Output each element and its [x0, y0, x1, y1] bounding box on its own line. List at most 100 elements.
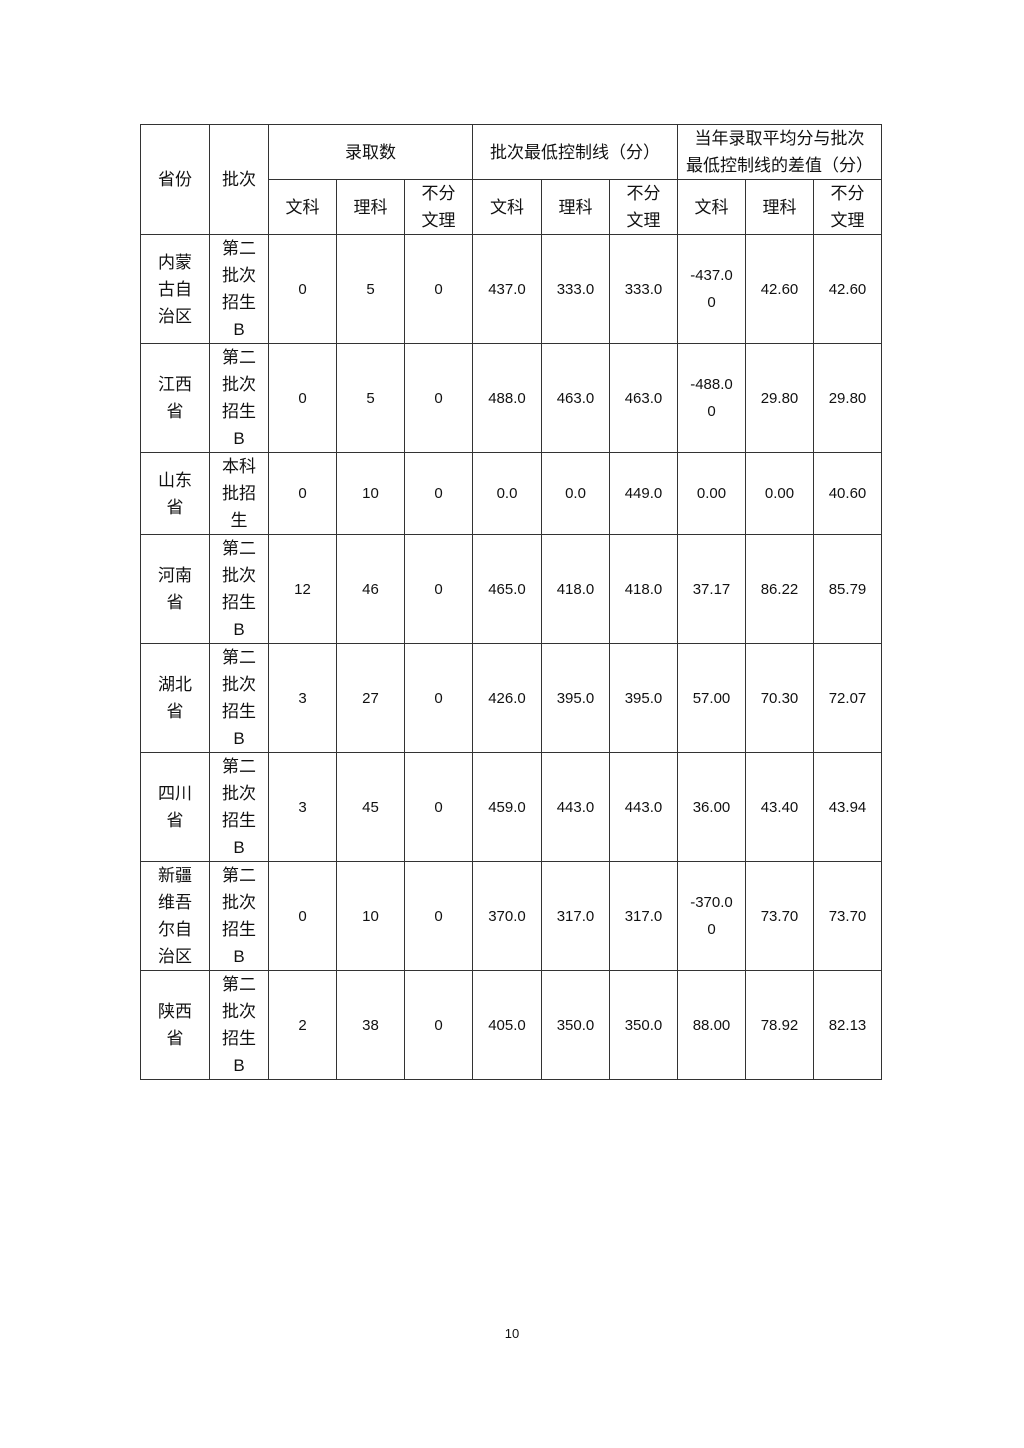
batch-text: 本科批招生: [222, 457, 256, 530]
value-cell: 0: [404, 752, 473, 862]
value-cell: 426.0: [472, 643, 542, 753]
subheader-cell: 文科: [268, 179, 337, 235]
value-cell: -488.00: [677, 343, 746, 453]
value-cell: 45: [336, 752, 405, 862]
subheader-label: 文科: [285, 197, 320, 217]
value-text: 0.00: [764, 485, 795, 502]
value-text: 78.92: [760, 1016, 799, 1034]
table-row: 新疆维吾尔自治区 第二批次招生B 0 10 0 370.0 317.0 317.0 -370.0…: [140, 861, 882, 971]
value-text: 5: [366, 280, 375, 298]
subheader-cell: 文科: [677, 179, 746, 235]
value-cell: 418.0: [609, 534, 678, 644]
value-cell: 73.70: [745, 861, 814, 971]
value-cell: 5: [336, 343, 405, 453]
value-cell: 418.0: [541, 534, 610, 644]
value-text: 0: [298, 280, 307, 298]
value-cell: 333.0: [541, 234, 610, 344]
province-text: 内蒙古自治区: [158, 252, 192, 326]
subheader-cell: 不分文理: [813, 179, 882, 235]
value-cell: 443.0: [541, 752, 610, 862]
value-cell: 395.0: [609, 643, 678, 753]
value-cell: 465.0: [472, 534, 542, 644]
batch-cell: 第二批次招生B: [209, 861, 269, 971]
value-text: 333.0: [556, 280, 595, 298]
province-cell: 河南省: [140, 534, 210, 644]
value-text: 0: [298, 485, 307, 502]
value-cell: 0: [404, 234, 473, 344]
value-cell: 42.60: [745, 234, 814, 344]
subheader-cell: 不分文理: [404, 179, 473, 235]
subheader-cell: 文科: [472, 179, 542, 235]
value-cell: 40.60: [813, 452, 882, 535]
value-text: 0: [298, 389, 307, 407]
value-text: 88.00: [692, 1016, 731, 1034]
value-cell: 0.0: [541, 452, 610, 535]
value-cell: 333.0: [609, 234, 678, 344]
batch-text: 第二批次招生B: [222, 757, 256, 857]
value-text: 0.0: [565, 485, 586, 502]
value-text: 10: [362, 907, 379, 925]
batch-cell: 本科批招生: [209, 452, 269, 535]
batch-cell: 第二批次招生B: [209, 752, 269, 862]
province-text: 河南省: [158, 566, 192, 612]
province-cell: 湖北省: [140, 643, 210, 753]
value-text: 45: [362, 798, 379, 816]
batch-text: 第二批次招生B: [222, 648, 256, 748]
value-text: 46: [362, 580, 379, 598]
value-cell: 0: [404, 970, 473, 1080]
province-text: 新疆维吾尔自治区: [158, 866, 192, 966]
value-cell: -370.00: [677, 861, 746, 971]
province-cell: 新疆维吾尔自治区: [140, 861, 210, 971]
value-cell: 463.0: [541, 343, 610, 453]
subheader-label: 不分文理: [421, 184, 456, 230]
province-text: 湖北省: [158, 675, 192, 721]
value-text: 70.30: [760, 689, 799, 707]
value-text: 10: [362, 485, 379, 502]
value-text: 0: [434, 280, 443, 298]
value-text: 395.0: [624, 689, 663, 707]
subheader-cell: 理科: [745, 179, 814, 235]
value-cell: 46: [336, 534, 405, 644]
value-text: 0: [434, 1016, 443, 1034]
value-text: 418.0: [624, 580, 663, 598]
value-text: 488.0: [488, 389, 526, 407]
header-diff-line: 当年录取平均分与批次: [694, 129, 865, 148]
value-cell: 70.30: [745, 643, 814, 753]
subheader-row: 文科 理科 不分文理 文科 理科 不分文理 文科 理科 不分文理: [141, 179, 882, 235]
batch-text: 第二批次招生B: [222, 348, 256, 448]
value-cell: 0: [268, 861, 337, 971]
value-cell: 0: [404, 534, 473, 644]
value-cell: 488.0: [472, 343, 542, 453]
value-text: 443.0: [624, 798, 663, 816]
value-text: 418.0: [556, 580, 595, 598]
value-cell: 317.0: [609, 861, 678, 971]
value-text: 0.00: [696, 485, 727, 502]
value-cell: 42.60: [813, 234, 882, 344]
province-cell: 江西省: [140, 343, 210, 453]
value-text: 370.0: [488, 907, 526, 925]
value-text: 0: [434, 580, 443, 598]
subheader-label: 文科: [490, 197, 524, 217]
value-text: 29.80: [760, 389, 799, 407]
admission-table: 省份 批次 录取数 批次最低控制线（分） 当年录取平均分与批次 最低控制线的差值…: [140, 124, 882, 1080]
value-text: 36.00: [692, 798, 731, 816]
value-text: 12: [294, 580, 311, 598]
province-text: 山东省: [158, 470, 192, 517]
value-text: 459.0: [488, 798, 526, 816]
value-text: 426.0: [488, 689, 526, 707]
value-text: 57.00: [692, 689, 731, 707]
value-text: 38: [362, 1016, 379, 1034]
value-cell: 10: [336, 861, 405, 971]
province-text: 江西省: [158, 375, 192, 421]
subheader-label: 理科: [353, 197, 388, 217]
value-cell: 443.0: [609, 752, 678, 862]
page-number: 10: [504, 1326, 520, 1341]
value-text: 2: [298, 1016, 307, 1034]
value-text: 317.0: [556, 907, 595, 925]
value-cell: 370.0: [472, 861, 542, 971]
header-batch: 批次: [209, 124, 269, 235]
batch-text: 第二批次招生B: [222, 539, 256, 639]
value-cell: 2: [268, 970, 337, 1080]
value-cell: 78.92: [745, 970, 814, 1080]
province-cell: 山东省: [140, 452, 210, 535]
